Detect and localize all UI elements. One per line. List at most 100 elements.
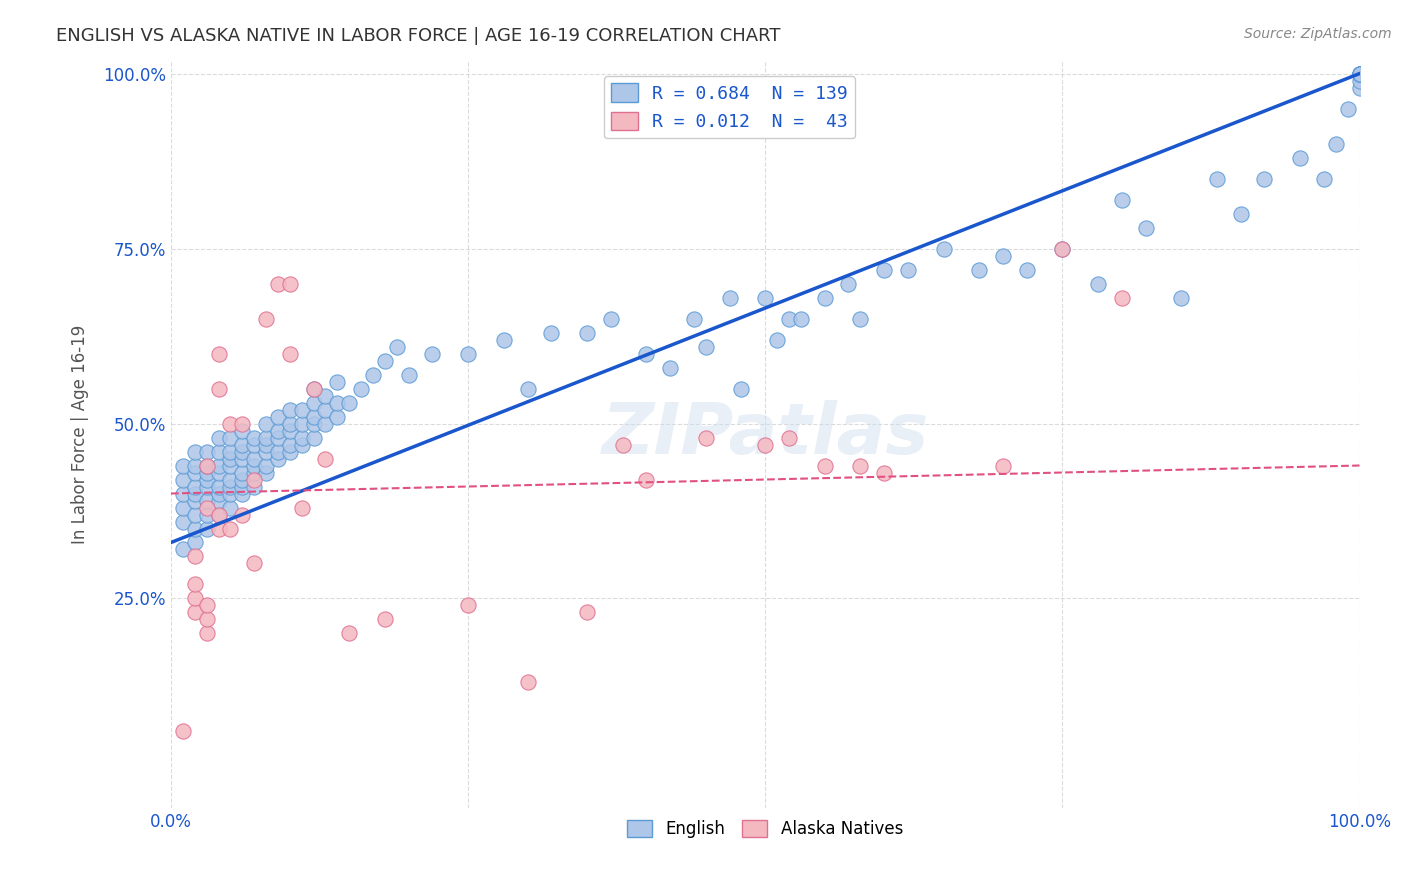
Point xyxy=(337,626,360,640)
Point xyxy=(1348,67,1371,81)
Point xyxy=(291,430,314,444)
Point xyxy=(184,493,207,508)
Point xyxy=(361,368,384,382)
Point xyxy=(302,430,325,444)
Point xyxy=(243,430,266,444)
Point xyxy=(516,675,538,690)
Point xyxy=(254,444,277,458)
Point xyxy=(254,458,277,473)
Point xyxy=(778,311,800,326)
Point xyxy=(172,724,194,739)
Point xyxy=(219,500,242,515)
Point xyxy=(1348,67,1371,81)
Point xyxy=(457,346,479,360)
Point xyxy=(219,430,242,444)
Point xyxy=(326,375,349,389)
Point xyxy=(1135,220,1157,235)
Point xyxy=(967,262,990,277)
Point xyxy=(254,466,277,480)
Point xyxy=(1087,277,1109,291)
Point xyxy=(1348,67,1371,81)
Point xyxy=(766,333,789,347)
Point xyxy=(754,437,776,451)
Point xyxy=(195,508,218,522)
Point xyxy=(302,382,325,396)
Point xyxy=(243,466,266,480)
Point xyxy=(207,430,229,444)
Point xyxy=(243,458,266,473)
Point xyxy=(695,430,717,444)
Point xyxy=(219,417,242,431)
Point xyxy=(207,508,229,522)
Point xyxy=(1348,67,1371,81)
Point xyxy=(1052,242,1074,256)
Point xyxy=(302,417,325,431)
Point xyxy=(1348,80,1371,95)
Point xyxy=(516,382,538,396)
Point xyxy=(1348,67,1371,81)
Point xyxy=(231,444,253,458)
Point xyxy=(540,326,562,340)
Point xyxy=(326,409,349,424)
Point xyxy=(492,333,515,347)
Point xyxy=(195,500,218,515)
Point xyxy=(254,417,277,431)
Point xyxy=(575,606,598,620)
Point xyxy=(184,508,207,522)
Point xyxy=(683,311,706,326)
Point xyxy=(195,444,218,458)
Point xyxy=(219,479,242,493)
Point xyxy=(1336,102,1358,116)
Point xyxy=(231,417,253,431)
Point xyxy=(291,417,314,431)
Point xyxy=(278,417,301,431)
Point xyxy=(243,473,266,487)
Point xyxy=(184,535,207,549)
Point xyxy=(302,395,325,409)
Point xyxy=(195,473,218,487)
Point xyxy=(457,599,479,613)
Point xyxy=(814,458,837,473)
Point xyxy=(219,521,242,535)
Point xyxy=(422,346,444,360)
Point xyxy=(184,479,207,493)
Point xyxy=(243,437,266,451)
Point xyxy=(231,451,253,466)
Point xyxy=(837,277,859,291)
Point xyxy=(695,339,717,353)
Point xyxy=(302,382,325,396)
Point xyxy=(575,326,598,340)
Point xyxy=(1015,262,1038,277)
Point xyxy=(302,409,325,424)
Point xyxy=(195,466,218,480)
Point xyxy=(184,444,207,458)
Point xyxy=(612,437,634,451)
Point xyxy=(207,466,229,480)
Point xyxy=(219,451,242,466)
Text: ENGLISH VS ALASKA NATIVE IN LABOR FORCE | AGE 16-19 CORRELATION CHART: ENGLISH VS ALASKA NATIVE IN LABOR FORCE … xyxy=(56,27,780,45)
Point xyxy=(254,430,277,444)
Point xyxy=(374,612,396,626)
Point xyxy=(207,444,229,458)
Point xyxy=(1348,67,1371,81)
Point xyxy=(315,451,337,466)
Point xyxy=(267,409,290,424)
Point xyxy=(172,515,194,529)
Point xyxy=(278,402,301,417)
Point xyxy=(267,444,290,458)
Point xyxy=(184,591,207,606)
Point xyxy=(254,437,277,451)
Point xyxy=(278,277,301,291)
Point xyxy=(267,430,290,444)
Point xyxy=(315,388,337,402)
Point xyxy=(195,493,218,508)
Point xyxy=(243,557,266,571)
Point xyxy=(172,500,194,515)
Point xyxy=(278,424,301,438)
Point xyxy=(991,458,1014,473)
Point xyxy=(337,395,360,409)
Point xyxy=(778,430,800,444)
Point xyxy=(790,311,813,326)
Point xyxy=(267,451,290,466)
Point xyxy=(254,311,277,326)
